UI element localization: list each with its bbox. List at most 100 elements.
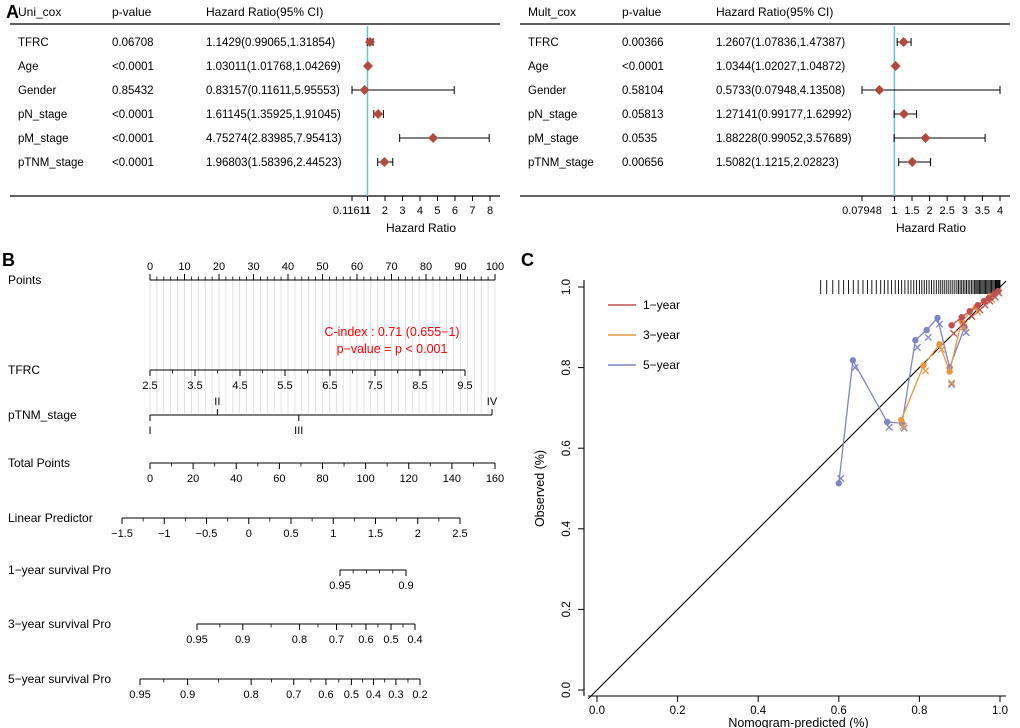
svg-text:3: 3	[399, 205, 405, 217]
nomogram-axis-total-points: Total Points 0 20 40 60 80 100 120 140 160	[8, 456, 504, 485]
forest-row-tfrc: TFRC 0.00366 1.2607(1.07836,1.47387)	[528, 37, 912, 49]
svg-text:1.1429(0.99065,1.31854): 1.1429(0.99065,1.31854)	[206, 37, 335, 49]
svg-text:0.7: 0.7	[329, 634, 344, 646]
mult-cox-forest-plot: Mult_cox p-value Hazard Ratio(95% CI) TFRC 0…	[520, 5, 1010, 235]
svg-text:0.0535: 0.0535	[622, 133, 657, 145]
forest-header: Mult_cox p-value Hazard Ratio(95% CI)	[528, 5, 833, 19]
svg-text:5: 5	[434, 205, 440, 217]
svg-text:1: 1	[364, 205, 370, 217]
svg-text:II: II	[214, 396, 220, 408]
nomogram-axis-tfrc: TFRC 2.5 3.5 4.5 5.5 6.5 7.5 8.5 9.5	[8, 363, 473, 392]
hazard-ratio-diamond	[907, 157, 918, 167]
svg-text:TFRC: TFRC	[528, 37, 559, 49]
legend: 1−year 3−year 5−year	[608, 298, 680, 372]
forest-uni-cox: Uni_cox p-value Hazard Ratio(95% CI) TFRC 0.…	[10, 5, 500, 235]
svg-text:3−year survival Pro: 3−year survival Pro	[8, 617, 111, 631]
svg-text:0.6: 0.6	[358, 634, 373, 646]
svg-text:0: 0	[147, 261, 153, 273]
series-5-year	[835, 314, 970, 487]
svg-text:p−value = p < 0.001: p−value = p < 0.001	[337, 342, 448, 356]
svg-text:1.0344(1.02027,1.04872): 1.0344(1.02027,1.04872)	[716, 61, 845, 73]
legend-item-5-year: 5−year	[608, 358, 680, 372]
svg-text:TFRC: TFRC	[8, 363, 40, 377]
svg-text:2: 2	[927, 205, 933, 217]
svg-text:0.00656: 0.00656	[622, 157, 664, 169]
hazard-ratio-diamond	[364, 37, 375, 47]
svg-text:<0.0001: <0.0001	[622, 61, 664, 73]
svg-text:1.2607(1.07836,1.47387): 1.2607(1.07836,1.47387)	[716, 37, 845, 49]
svg-text:pTNM_stage: pTNM_stage	[8, 408, 77, 422]
svg-text:pM_stage: pM_stage	[528, 133, 579, 145]
forest-row-pn-stage: pN_stage 0.05813 1.27141(0.99177,1.62992)	[528, 109, 918, 121]
svg-text:7.5: 7.5	[367, 380, 382, 392]
svg-text:0.5: 0.5	[383, 634, 398, 646]
svg-text:Total Points: Total Points	[8, 456, 70, 470]
svg-text:0.58104: 0.58104	[622, 85, 664, 97]
svg-text:0.6: 0.6	[318, 689, 333, 701]
svg-text:80: 80	[316, 473, 328, 485]
svg-text:0.5: 0.5	[344, 689, 359, 701]
svg-text:0.0: 0.0	[561, 682, 573, 698]
svg-text:0.83157(0.11611,5.95553): 0.83157(0.11611,5.95553)	[206, 85, 340, 97]
svg-text:0.95: 0.95	[186, 634, 207, 646]
svg-text:1.96803(1.58396,2.44523): 1.96803(1.58396,2.44523)	[206, 157, 342, 169]
svg-text:Gender: Gender	[528, 85, 567, 97]
svg-text:0.95: 0.95	[129, 689, 150, 701]
svg-text:−1.5: −1.5	[111, 528, 133, 540]
svg-text:0.5733(0.07948,4.13508): 0.5733(0.07948,4.13508)	[716, 85, 845, 97]
svg-text:160: 160	[486, 473, 504, 485]
svg-text:0.4: 0.4	[407, 634, 422, 646]
svg-text:−1: −1	[158, 528, 171, 540]
forest-row-pm-stage: pM_stage <0.0001 4.75274(2.83985,7.95413)	[18, 133, 490, 145]
y-axis: 0.0 0.2 0.4 0.6 0.8 1.0 Observed (%)	[533, 279, 585, 698]
forest-row-gender: Gender 0.58104 0.5733(0.07948,4.13508)	[528, 85, 1001, 97]
svg-text:1.0: 1.0	[992, 705, 1008, 717]
forest-row-age: Age <0.0001 1.0344(1.02027,1.04872)	[528, 61, 901, 73]
svg-text:30: 30	[247, 261, 259, 273]
svg-text:4: 4	[417, 205, 423, 217]
legend-item-3-year: 3−year	[608, 328, 680, 342]
svg-text:1: 1	[330, 528, 336, 540]
svg-text:0.0: 0.0	[589, 705, 605, 717]
panel-label-c: C	[521, 250, 534, 270]
hazard-ratio-diamond	[362, 61, 373, 71]
svg-text:40: 40	[230, 473, 242, 485]
svg-text:0.95: 0.95	[329, 580, 350, 592]
svg-text:70: 70	[385, 261, 397, 273]
svg-text:40: 40	[282, 261, 294, 273]
svg-text:TFRC: TFRC	[18, 37, 49, 49]
svg-text:pN_stage: pN_stage	[18, 109, 67, 121]
uni-cox-forest-plot: Uni_cox p-value Hazard Ratio(95% CI) TFRC 0.…	[10, 5, 500, 235]
svg-text:0.00366: 0.00366	[622, 37, 664, 49]
svg-text:90: 90	[454, 261, 466, 273]
svg-text:10: 10	[178, 261, 190, 273]
svg-text:0.8: 0.8	[292, 634, 307, 646]
svg-text:Observed (%): Observed (%)	[533, 450, 547, 527]
predicted-probability-rug	[820, 280, 1001, 294]
svg-text:IV: IV	[487, 396, 498, 408]
svg-text:9.5: 9.5	[457, 380, 472, 392]
hazard-ratio-diamond	[428, 133, 439, 143]
svg-text:0.07948: 0.07948	[842, 205, 882, 217]
svg-text:4.5: 4.5	[232, 380, 247, 392]
svg-text:60: 60	[273, 473, 285, 485]
nomogram-axis-5-year-survival-pro: 5−year survival Pro 0.95 0.9 0.8 0.7 0.6 0.5 0.…	[8, 672, 428, 701]
hazard-ratio-diamond	[898, 109, 909, 119]
svg-text:0.9: 0.9	[398, 580, 413, 592]
svg-text:1.5: 1.5	[904, 205, 919, 217]
svg-text:Mult_cox: Mult_cox	[528, 5, 576, 19]
svg-text:0.3: 0.3	[388, 689, 403, 701]
svg-text:Gender: Gender	[18, 85, 57, 97]
svg-text:0.4: 0.4	[750, 705, 767, 717]
forest-header: Uni_cox p-value Hazard Ratio(95% CI)	[18, 5, 323, 19]
svg-text:0.9: 0.9	[235, 634, 250, 646]
c-index-annotation: C-index : 0.71 (0.655−1) p−value = p < 0.…	[324, 325, 459, 356]
svg-text:Age: Age	[18, 61, 38, 73]
svg-text:pM_stage: pM_stage	[18, 133, 69, 145]
forest-row-age: Age <0.0001 1.03011(1.01768,1.04269)	[18, 61, 373, 73]
svg-text:0.05813: 0.05813	[622, 109, 664, 121]
svg-text:1−year survival Pro: 1−year survival Pro	[8, 563, 111, 577]
